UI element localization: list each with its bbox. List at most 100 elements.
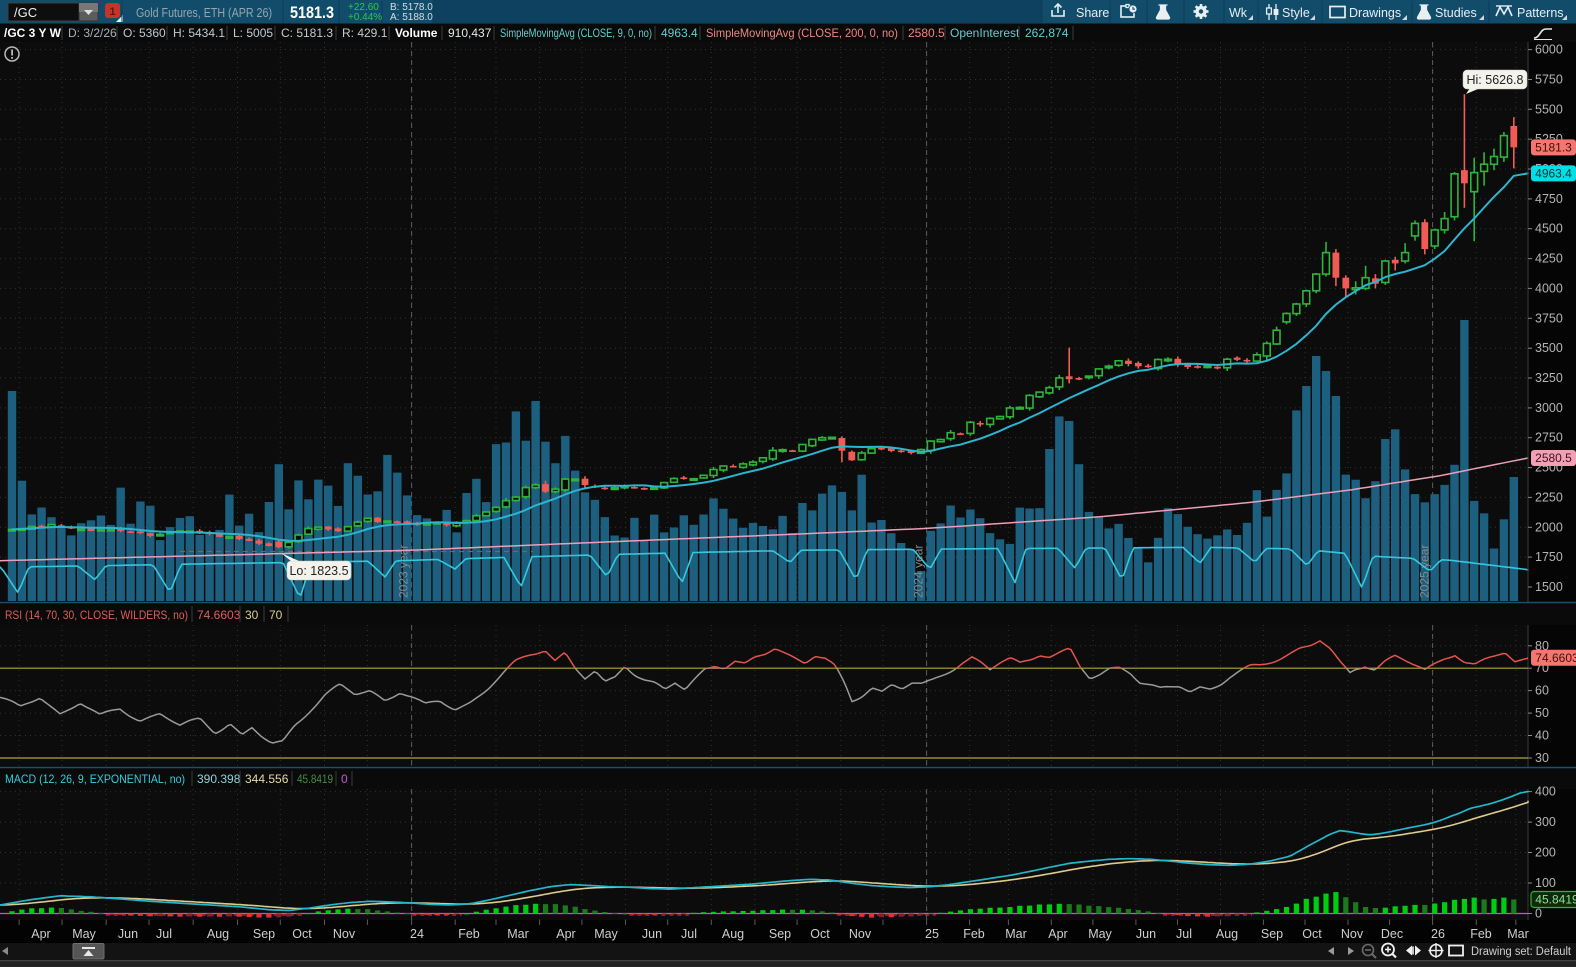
svg-text:3500: 3500	[1535, 341, 1563, 355]
svg-text:4963.4: 4963.4	[661, 26, 698, 40]
svg-text:30: 30	[245, 608, 259, 622]
svg-text:Oct: Oct	[810, 927, 830, 941]
svg-text:Jun: Jun	[642, 927, 662, 941]
svg-text:5750: 5750	[1535, 72, 1563, 86]
svg-text:4500: 4500	[1535, 222, 1563, 236]
svg-text:Jun: Jun	[1136, 927, 1156, 941]
svg-text:Mar: Mar	[507, 927, 529, 941]
svg-text:May: May	[1088, 927, 1112, 941]
svg-text:May: May	[594, 927, 618, 941]
svg-text:Nov: Nov	[1341, 927, 1364, 941]
svg-text:2250: 2250	[1535, 490, 1563, 504]
svg-text:1: 1	[109, 6, 115, 18]
svg-text:45.8419: 45.8419	[1535, 893, 1576, 907]
svg-text:3000: 3000	[1535, 401, 1563, 415]
svg-text:MACD (12, 26, 9, EXPONENTIAL,: MACD (12, 26, 9, EXPONENTIAL, no)	[5, 772, 185, 786]
svg-text:Share: Share	[1076, 6, 1109, 20]
svg-text:OpenInterest: OpenInterest	[950, 26, 1020, 40]
svg-text:2580.5: 2580.5	[1535, 451, 1572, 465]
svg-text:Nov: Nov	[333, 927, 356, 941]
svg-text:Sep: Sep	[1261, 927, 1283, 941]
svg-text:4963.4: 4963.4	[1535, 167, 1572, 181]
svg-text:25: 25	[925, 927, 939, 941]
svg-text:70: 70	[269, 608, 283, 622]
svg-text:A: 5188.0: A: 5188.0	[390, 12, 433, 23]
svg-text:Apr: Apr	[1048, 927, 1067, 941]
svg-text:2750: 2750	[1535, 431, 1563, 445]
svg-text:Nov: Nov	[849, 927, 872, 941]
svg-text:1500: 1500	[1535, 580, 1563, 594]
svg-text:R: 429.1: R: 429.1	[342, 26, 388, 40]
svg-text:50: 50	[1535, 706, 1549, 720]
svg-text:Feb: Feb	[963, 927, 985, 941]
svg-text:Sep: Sep	[253, 927, 275, 941]
svg-text:3750: 3750	[1535, 311, 1563, 325]
svg-text:Volume: Volume	[395, 26, 438, 40]
svg-text:B: 5178.0: B: 5178.0	[390, 2, 433, 13]
svg-text:+0.44%: +0.44%	[348, 12, 382, 23]
svg-text:910,437: 910,437	[448, 26, 492, 40]
svg-text:RSI (14, 70, 30, CLOSE, WILDER: RSI (14, 70, 30, CLOSE, WILDERS, no)	[5, 608, 188, 622]
svg-text:2024 year: 2024 year	[912, 545, 926, 598]
svg-text:Feb: Feb	[458, 927, 480, 941]
svg-text:SimpleMovingAvg (CLOSE, 9, 0,: SimpleMovingAvg (CLOSE, 9, 0, no)	[500, 26, 652, 40]
svg-text:O: 5360: O: 5360	[123, 26, 166, 40]
svg-text:Studies: Studies	[1435, 6, 1477, 20]
svg-text:1750: 1750	[1535, 550, 1563, 564]
svg-text:Aug: Aug	[722, 927, 744, 941]
svg-text:30: 30	[1535, 751, 1549, 765]
svg-text:Drawing set: Default: Drawing set: Default	[1471, 946, 1572, 958]
svg-text:390.398: 390.398	[197, 772, 241, 786]
svg-text:Mar: Mar	[1005, 927, 1027, 941]
svg-text:5181.3: 5181.3	[290, 3, 334, 22]
svg-text:Style: Style	[1282, 6, 1310, 20]
svg-text:/GC: /GC	[14, 5, 37, 20]
svg-text:2025 year: 2025 year	[1418, 545, 1432, 598]
svg-text:C: 5181.3: C: 5181.3	[281, 26, 333, 40]
svg-text:Wk: Wk	[1229, 6, 1248, 20]
svg-text:2000: 2000	[1535, 520, 1563, 534]
svg-text:200: 200	[1535, 846, 1556, 860]
svg-text:Jul: Jul	[156, 927, 172, 941]
svg-text:H: 5434.1: H: 5434.1	[173, 26, 225, 40]
svg-text:74.6603: 74.6603	[197, 608, 241, 622]
svg-text:Mar: Mar	[1507, 927, 1529, 941]
svg-text:60: 60	[1535, 684, 1549, 698]
svg-text:100: 100	[1535, 876, 1556, 890]
svg-text:Aug: Aug	[207, 927, 229, 941]
svg-text:45.8419: 45.8419	[297, 772, 333, 786]
svg-text:May: May	[72, 927, 96, 941]
svg-text:4000: 4000	[1535, 281, 1563, 295]
svg-text:Apr: Apr	[31, 927, 50, 941]
svg-text:2580.5: 2580.5	[908, 26, 945, 40]
svg-text:Drawings: Drawings	[1349, 6, 1401, 20]
svg-text:4250: 4250	[1535, 252, 1563, 266]
svg-text:262,874: 262,874	[1025, 26, 1069, 40]
svg-text:3250: 3250	[1535, 371, 1563, 385]
svg-text:Jul: Jul	[1176, 927, 1192, 941]
svg-text:6000: 6000	[1535, 43, 1563, 57]
svg-text:Jul: Jul	[681, 927, 697, 941]
svg-text:26: 26	[1431, 927, 1445, 941]
svg-text:344.556: 344.556	[245, 772, 289, 786]
svg-text:40: 40	[1535, 729, 1549, 743]
svg-text:SimpleMovingAvg (CLOSE, 200, 0: SimpleMovingAvg (CLOSE, 200, 0, no)	[706, 26, 898, 40]
svg-text:L: 5005: L: 5005	[233, 26, 273, 40]
svg-text:Sep: Sep	[769, 927, 791, 941]
svg-text:Oct: Oct	[292, 927, 312, 941]
svg-text:+22.60: +22.60	[348, 2, 379, 13]
svg-text:0: 0	[341, 772, 348, 786]
svg-text:400: 400	[1535, 785, 1556, 799]
svg-text:Apr: Apr	[556, 927, 575, 941]
svg-text:Hi: 5626.8: Hi: 5626.8	[1467, 73, 1524, 87]
svg-text:4750: 4750	[1535, 192, 1563, 206]
svg-text:/GC 3 Y W: /GC 3 Y W	[4, 26, 62, 40]
svg-text:Oct: Oct	[1302, 927, 1322, 941]
svg-text:24: 24	[410, 927, 424, 941]
svg-text:80: 80	[1535, 639, 1549, 653]
svg-text:Aug: Aug	[1216, 927, 1238, 941]
svg-text:2023 year: 2023 year	[397, 545, 411, 598]
svg-text:Jun: Jun	[118, 927, 138, 941]
svg-text:D: 3/2/26: D: 3/2/26	[68, 26, 117, 40]
svg-text:300: 300	[1535, 815, 1556, 829]
